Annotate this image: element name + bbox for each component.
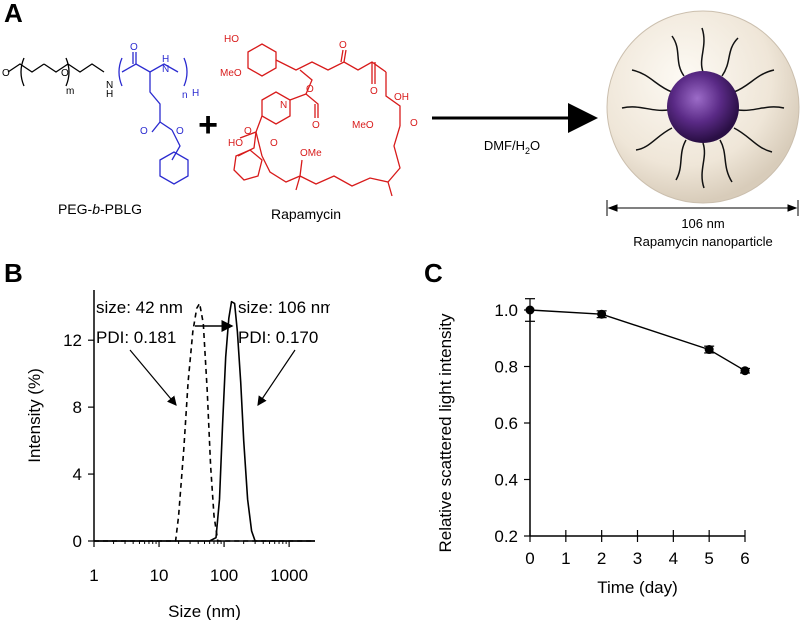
y-tick-label: 12 bbox=[63, 331, 82, 350]
x-tick-label: 100 bbox=[210, 566, 238, 585]
y-axis-label: Relative scattered light intensity bbox=[436, 313, 455, 553]
particle-label: Rapamycin nanoparticle bbox=[633, 234, 772, 249]
svg-text:O: O bbox=[130, 42, 138, 53]
annotation-right-pdi: PDI: 0.170 bbox=[238, 328, 318, 347]
polymer-label-mid: b bbox=[92, 201, 100, 217]
svg-text:O: O bbox=[312, 120, 320, 131]
peg-pblg-structure: O O m N H O H N n H O O bbox=[2, 42, 199, 185]
x-tick-label: 1 bbox=[89, 566, 98, 585]
annotation-left-pdi: PDI: 0.181 bbox=[96, 328, 176, 347]
x-tick-label: 10 bbox=[150, 566, 169, 585]
y-tick-label: 0.6 bbox=[494, 414, 518, 433]
size-distribution-chart: 0 4 8 12 1 10 100 1000 size: 42 nm PDI: 0.181 s… bbox=[25, 290, 330, 620]
series-line-solid bbox=[94, 300, 315, 542]
polymer-label: PEG-b-PBLG bbox=[58, 201, 142, 217]
pointer-arrow-left bbox=[129, 349, 177, 406]
data-point bbox=[704, 345, 714, 355]
y-tick-label: 0.8 bbox=[494, 358, 518, 377]
x-tick-label: 1000 bbox=[270, 566, 308, 585]
panel-label-c: C bbox=[424, 258, 443, 288]
data-point bbox=[525, 305, 535, 315]
peg-chains bbox=[621, 27, 785, 189]
data-point bbox=[597, 309, 607, 319]
svg-text:N: N bbox=[162, 64, 169, 75]
particle-core bbox=[667, 71, 739, 143]
panel-label-b: B bbox=[4, 258, 23, 288]
svg-text:O: O bbox=[370, 86, 378, 97]
solvent-sub: 2 bbox=[525, 146, 530, 156]
svg-text:O: O bbox=[2, 68, 10, 79]
x-tick-label: 3 bbox=[633, 549, 642, 568]
svg-text:H: H bbox=[192, 88, 199, 99]
series-line bbox=[529, 309, 746, 372]
svg-text:O: O bbox=[61, 68, 69, 79]
y-tick-label: 0.2 bbox=[494, 527, 518, 546]
svg-text:O: O bbox=[339, 40, 347, 51]
x-tick-label: 0 bbox=[525, 549, 534, 568]
y-axis-label: Intensity (%) bbox=[25, 368, 44, 462]
series-line-dashed bbox=[94, 302, 315, 542]
plus-sign: + bbox=[198, 106, 218, 144]
drug-label: Rapamycin bbox=[271, 206, 341, 222]
polymer-label-post: -PBLG bbox=[100, 201, 142, 217]
svg-text:N: N bbox=[280, 100, 287, 111]
rapamycin-structure bbox=[233, 43, 401, 197]
svg-text:HO: HO bbox=[228, 138, 243, 149]
panel-label-a: A bbox=[4, 0, 23, 28]
svg-text:m: m bbox=[66, 86, 74, 97]
solvent-pre: DMF/H bbox=[484, 138, 525, 153]
svg-text:O: O bbox=[244, 126, 252, 137]
x-tick-label: 1 bbox=[561, 549, 570, 568]
svg-text:O: O bbox=[306, 84, 314, 95]
y-tick-label: 1.0 bbox=[494, 301, 518, 320]
svg-text:MeO: MeO bbox=[352, 120, 374, 131]
size-bar bbox=[606, 200, 799, 216]
svg-text:n: n bbox=[182, 90, 188, 101]
y-tick-label: 0.4 bbox=[494, 471, 518, 490]
x-axis-label: Time (day) bbox=[597, 578, 678, 597]
svg-text:HO: HO bbox=[224, 34, 239, 45]
annotation-right-size: size: 106 nm bbox=[238, 298, 330, 317]
x-tick-label: 4 bbox=[669, 549, 678, 568]
x-tick-label: 2 bbox=[597, 549, 606, 568]
svg-text:O: O bbox=[410, 118, 418, 129]
y-tick-label: 8 bbox=[73, 398, 82, 417]
rapamycin-atom-labels: HO MeO O O OH MeO O N O O O HO OMe O bbox=[220, 34, 418, 159]
data-point bbox=[740, 366, 750, 376]
polymer-label-pre: PEG- bbox=[58, 201, 93, 217]
svg-text:OMe: OMe bbox=[300, 148, 322, 159]
stability-chart: 0.2 0.4 0.6 0.8 1.0 0 1 2 3 4 5 6 Time (day) Relati… bbox=[436, 298, 750, 597]
svg-text:MeO: MeO bbox=[220, 68, 242, 79]
annotation-left-size: size: 42 nm bbox=[96, 298, 183, 317]
y-tick-label: 0 bbox=[73, 532, 82, 551]
solvent-label: DMF/H2O bbox=[484, 138, 540, 156]
svg-text:O: O bbox=[270, 138, 278, 149]
svg-text:OH: OH bbox=[394, 92, 409, 103]
nanoparticle-illustration bbox=[606, 10, 800, 204]
svg-text:H: H bbox=[162, 54, 169, 65]
x-tick-label: 5 bbox=[704, 549, 713, 568]
svg-text:O: O bbox=[140, 126, 148, 137]
svg-text:N: N bbox=[106, 80, 113, 91]
pointer-arrow-right bbox=[257, 349, 296, 406]
synthesis-scheme: O O m N H O H N n H O O PEG-b-PBLG + bbox=[2, 10, 800, 249]
svg-text:O: O bbox=[176, 126, 184, 137]
y-tick-label: 4 bbox=[73, 465, 82, 484]
x-axis-label: Size (nm) bbox=[168, 602, 241, 620]
x-tick-label: 6 bbox=[740, 549, 749, 568]
solvent-post: O bbox=[530, 138, 540, 153]
size-label: 106 nm bbox=[681, 216, 724, 231]
svg-text:H: H bbox=[106, 89, 113, 100]
